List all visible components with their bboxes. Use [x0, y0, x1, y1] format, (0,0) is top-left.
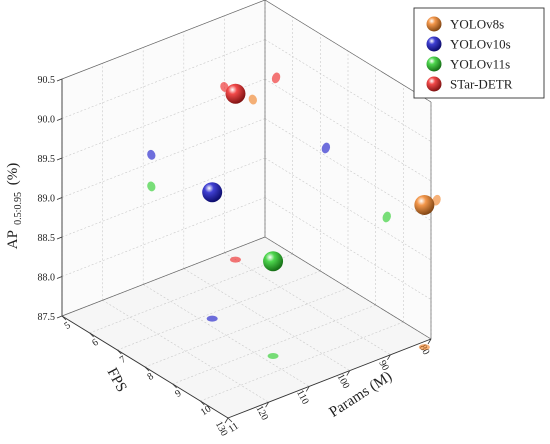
data-point-yolov10s [202, 182, 223, 203]
z-tick-label: 88.0 [38, 273, 56, 284]
legend: YOLOv8s YOLOv10s YOLOv11s STar-DETR [413, 7, 545, 99]
z-tick-mark [56, 197, 63, 200]
x-tick-mark [61, 315, 67, 321]
y-axis-line [227, 338, 432, 419]
y-tick-mark [305, 386, 310, 392]
x-tick-label: 7 [118, 354, 128, 366]
x-tick-mark [144, 366, 150, 372]
top-right-edge [264, 0, 432, 103]
wall-grid-z-right [264, 118, 432, 221]
point-projections [147, 72, 441, 360]
wall-projection-left [248, 94, 257, 105]
y-tick-mark [346, 370, 351, 376]
y-tick-label: 100 [335, 372, 352, 390]
z-tick-label: 89.0 [38, 194, 56, 205]
wall-projection-right [382, 211, 391, 223]
z-tick-mark [56, 236, 63, 240]
z-axis-label-main: AP [5, 230, 21, 249]
data-points [202, 83, 435, 272]
x-tick-mark [117, 349, 122, 355]
y-tick-mark [387, 354, 391, 361]
floor-projection [229, 256, 241, 263]
legend-label: YOLOv8s [450, 17, 504, 32]
z-tick-mark [56, 315, 63, 319]
z-tick-mark [56, 78, 63, 82]
y-tick-mark [265, 401, 269, 408]
floor-grid-y [143, 284, 310, 387]
floor-grid-y [102, 299, 269, 403]
legend-label: YOLOv11s [450, 57, 510, 72]
y-tick-mark [427, 338, 432, 345]
wall-projection-right [271, 72, 281, 84]
y-axis-label: FPS [104, 365, 130, 395]
wall-projection-right [432, 194, 441, 206]
x-tick-label: 8 [146, 371, 156, 383]
wall-projection-left [147, 181, 156, 192]
floor-grid-x [200, 321, 404, 402]
legend-label: YOLOv10s [450, 37, 511, 52]
wall-grid-z-right [264, 157, 432, 261]
data-point-yolov8s [414, 194, 435, 215]
floor-grid-x [172, 304, 376, 385]
floor-grid-x [144, 287, 349, 368]
wall-grid-z-right [264, 39, 432, 142]
z-tick-label: 88.5 [38, 233, 56, 244]
wall-grid-z-right [264, 78, 432, 182]
z-axis-label: AP 0.5:0.95 (%) [5, 163, 25, 249]
legend-marker [426, 76, 442, 92]
z-axis-label-subscript: 0.5:0.95 [13, 192, 24, 225]
x-tick-mark [172, 383, 177, 389]
z-tick-label: 87.5 [38, 312, 56, 323]
x-tick-mark [89, 332, 94, 338]
data-point-yolov11s [263, 251, 284, 272]
z-axis-label-unit: (%) [5, 163, 21, 186]
x-tick-label: 6 [90, 337, 100, 349]
z-tick-label: 89.5 [38, 154, 56, 165]
z-tick-label: 90.5 [38, 75, 56, 86]
wall-grid-z-left [61, 157, 266, 238]
y-tick-label: 120 [253, 404, 270, 422]
floor-projection [206, 315, 218, 322]
x-tick-label: 5 [63, 320, 73, 332]
y-tick-label: 130 [213, 420, 230, 438]
x-tick-mark [227, 417, 233, 423]
x-tick-label: 9 [173, 388, 183, 400]
wall-projection-right [321, 142, 331, 154]
wall-grid-z-left [61, 197, 266, 277]
z-tick-mark [56, 157, 63, 161]
top-left-edge [61, 0, 266, 80]
floor-grid-x [117, 270, 321, 351]
x-tick-mark [200, 400, 205, 406]
floor-left-edge [61, 236, 266, 317]
floor-grid-y [224, 252, 391, 356]
legend-marker [426, 16, 442, 32]
wall-grid-z-left [61, 118, 266, 198]
legend-label: STar-DETR [450, 77, 513, 92]
y-tick-mark [224, 417, 229, 424]
floor-grid-y [183, 268, 350, 371]
wall-grid-z-left [61, 39, 266, 119]
data-point-star-detr [225, 83, 246, 104]
floor-projection [418, 344, 430, 351]
z-tick-label: 90.0 [38, 115, 56, 126]
z-tick-mark [56, 276, 63, 279]
floor-projection [267, 353, 279, 360]
wall-grid-z-right [264, 197, 432, 300]
legend-marker [426, 36, 442, 52]
floor-grid-x [89, 253, 293, 334]
y-tick-label: 90 [376, 359, 390, 373]
wall-projection-left [147, 149, 156, 160]
floor-right-edge [264, 236, 432, 340]
z-tick-mark [56, 118, 63, 121]
legend-marker [426, 56, 442, 72]
